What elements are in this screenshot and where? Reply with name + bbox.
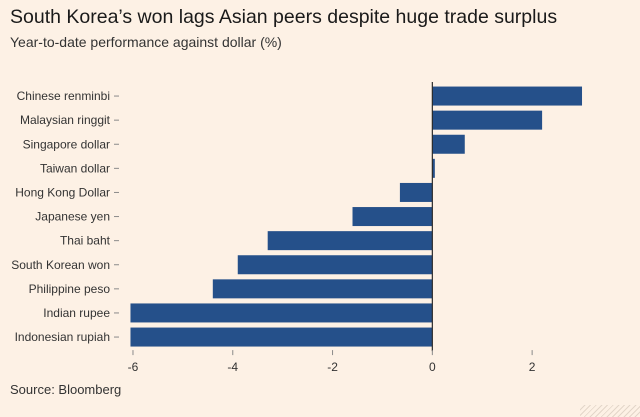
bar-hong-kong-dollar (399, 182, 433, 202)
category-label: Indian rupee (43, 306, 110, 320)
category-label: Singapore dollar (23, 137, 110, 151)
bar-group (130, 86, 583, 347)
bar-thai-baht (267, 231, 433, 251)
bar-indonesian-rupiah (130, 327, 433, 347)
category-label: Hong Kong Dollar (15, 185, 110, 199)
bar-indian-rupee (130, 303, 433, 323)
category-labels: Chinese renminbi Malaysian ringgit Singapo… (11, 89, 119, 344)
category-label: Chinese renminbi (17, 89, 110, 103)
x-tick-label: -4 (227, 360, 238, 374)
x-axis: -6 -4 -2 0 2 (128, 350, 536, 374)
bar-philippine-peso (212, 279, 433, 299)
category-label: Taiwan dollar (40, 161, 110, 175)
bar-taiwan-dollar (432, 158, 435, 178)
chart-title: South Korea’s won lags Asian peers despi… (10, 6, 558, 28)
bar-chinese-renminbi (432, 86, 583, 106)
source-note: Source: Bloomberg (10, 382, 122, 397)
bar-malaysian-ringgit (432, 110, 543, 130)
x-tick-label: 2 (529, 360, 536, 374)
category-label: Thai baht (60, 234, 111, 248)
corner-decoration (580, 405, 640, 417)
chart-subtitle: Year-to-date performance against dollar … (10, 34, 282, 50)
category-label: Malaysian ringgit (20, 113, 111, 127)
bar-south-korean-won (237, 255, 433, 275)
category-label: Indonesian rupiah (15, 330, 110, 344)
category-label: South Korean won (11, 258, 110, 272)
x-tick-label: 0 (429, 360, 436, 374)
category-label: Japanese yen (35, 210, 110, 224)
bar-japanese-yen (352, 207, 433, 227)
bar-singapore-dollar (432, 134, 465, 154)
category-label: Philippine peso (29, 282, 111, 296)
x-tick-label: -2 (327, 360, 338, 374)
x-tick-label: -6 (128, 360, 139, 374)
